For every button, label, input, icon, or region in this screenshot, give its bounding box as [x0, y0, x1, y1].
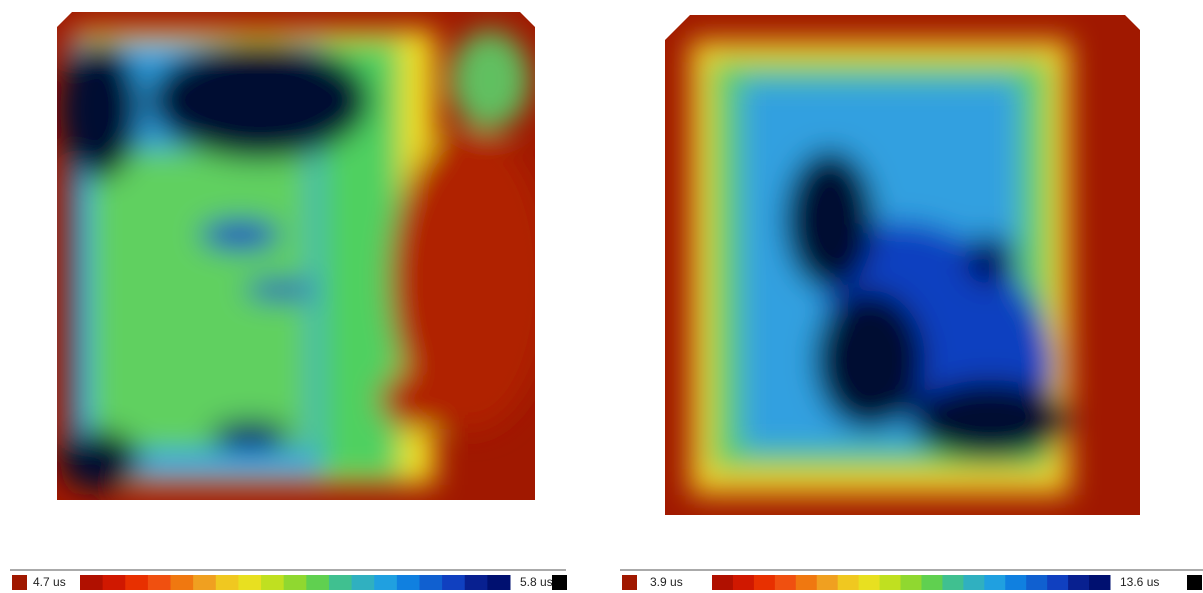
scale-segment [352, 575, 375, 590]
scale-segment [171, 575, 194, 590]
scale-segment [487, 575, 510, 590]
scale-segment [193, 575, 216, 590]
scale-segment [284, 575, 307, 590]
scale-segment [306, 575, 329, 590]
color-scale [80, 575, 511, 590]
scale-segment [374, 575, 397, 590]
scale-segment [754, 575, 775, 590]
max-label: 5.8 us [520, 575, 553, 589]
scale-segment [1089, 575, 1110, 590]
scale-segment [859, 575, 880, 590]
max-swatch [552, 575, 567, 590]
scale-segment [103, 575, 126, 590]
scale-segment [148, 575, 171, 590]
scale-segment [1068, 575, 1089, 590]
scale-segment [80, 575, 103, 590]
max-swatch [1187, 575, 1202, 590]
scale-segment [984, 575, 1005, 590]
scale-segment [817, 575, 838, 590]
scale-segment [1047, 575, 1068, 590]
scale-segment [397, 575, 420, 590]
scale-segment [901, 575, 922, 590]
page: 4.7 us 5.8 us 3.9 us 13.6 us [0, 0, 1203, 593]
color-scale [712, 575, 1111, 590]
scale-segment [733, 575, 754, 590]
scale-segment [921, 575, 942, 590]
scale-segment [261, 575, 284, 590]
scale-segment [838, 575, 859, 590]
max-label: 13.6 us [1120, 575, 1159, 589]
scale-segment [796, 575, 817, 590]
scale-segment [465, 575, 488, 590]
scale-segment [963, 575, 984, 590]
scale-segment [442, 575, 465, 590]
scale-segment [125, 575, 148, 590]
scale-segment [1005, 575, 1026, 590]
scale-segment [775, 575, 796, 590]
min-label: 4.7 us [33, 575, 66, 589]
scale-segment [942, 575, 963, 590]
scale-segment [216, 575, 239, 590]
scale-segment [880, 575, 901, 590]
scale-segment [419, 575, 442, 590]
scale-segment [712, 575, 733, 590]
scale-segment [329, 575, 352, 590]
scale-segment [238, 575, 261, 590]
scale-segment [1026, 575, 1047, 590]
min-swatch [12, 575, 27, 590]
min-swatch [622, 575, 637, 590]
left-map [57, 12, 550, 500]
right-map [665, 15, 1140, 515]
min-label: 3.9 us [650, 575, 683, 589]
